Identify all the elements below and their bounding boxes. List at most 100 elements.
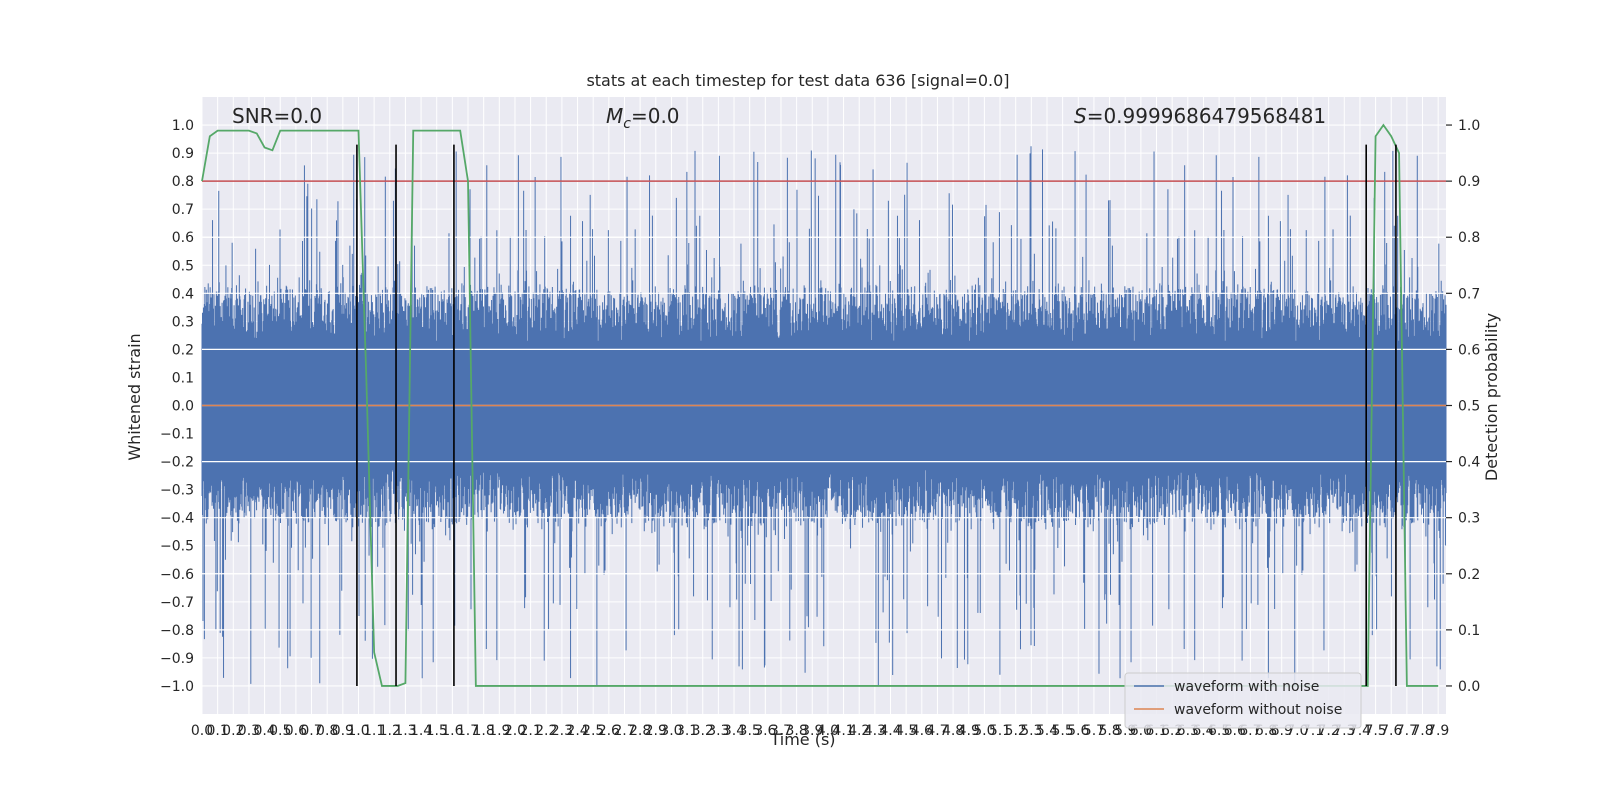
y-tick-label: 0.5 <box>172 258 194 274</box>
y-tick-label: 0.6 <box>172 230 194 246</box>
x-tick-label: 4.1 <box>832 723 854 739</box>
vertical-markers <box>356 144 1397 686</box>
y-tick-label: −0.6 <box>160 567 194 583</box>
y2-tick-label: 0.7 <box>1458 286 1480 302</box>
y-tick-label: −0.8 <box>160 623 194 639</box>
y-tick-label: 0.8 <box>172 174 194 190</box>
x-tick-label: 2.3 <box>551 723 573 739</box>
x-tick-label: 1.1 <box>363 723 385 739</box>
x-tick-label: 0.8 <box>316 723 338 739</box>
legend-label-noise: waveform with noise <box>1174 679 1319 695</box>
y-axis-label: Whitened strain <box>125 333 144 460</box>
x-tick-label: 3.3 <box>707 723 729 739</box>
x-tick-label: 5.1 <box>989 723 1011 739</box>
x-tick-label: 1.7 <box>457 723 479 739</box>
x-tick-label: 2.9 <box>645 723 667 739</box>
x-axis-label: Time (s) <box>769 730 835 749</box>
x-tick-label: 3.0 <box>660 723 682 739</box>
x-tick-label: 1.9 <box>488 723 510 739</box>
x-tick-label: 0.1 <box>207 723 229 739</box>
mc-symbol: M <box>606 104 623 128</box>
chirp-mass-annotation: Mc=0.0 <box>606 104 680 132</box>
x-tick-label: 7.6 <box>1380 723 1402 739</box>
x-tick-label: 3.8 <box>785 723 807 739</box>
x-tick-label: 2.7 <box>613 723 635 739</box>
x-tick-label: 3.4 <box>723 723 745 739</box>
mc-value: =0.0 <box>631 104 680 128</box>
x-tick-label: 7.8 <box>1411 723 1433 739</box>
x-tick-label: 4.7 <box>926 723 948 739</box>
y-tick-label: −1.0 <box>160 679 194 695</box>
y-tick-label: 0.4 <box>172 286 194 302</box>
mc-subscript: c <box>623 116 631 132</box>
x-tick-label: 0.6 <box>285 723 307 739</box>
y-tick-label: −0.9 <box>160 651 194 667</box>
x-tick-label: 0.9 <box>332 723 354 739</box>
x-tick-label: 1.4 <box>410 723 432 739</box>
x-tick-label: 2.8 <box>629 723 651 739</box>
y-tick-label: 0.3 <box>172 314 194 330</box>
chart-title: stats at each timestep for test data 636… <box>586 71 1009 90</box>
x-tick-label: 0.7 <box>300 723 322 739</box>
y2-axis-label: Detection probability <box>1482 313 1501 481</box>
x-tick-label: 1.2 <box>379 723 401 739</box>
snr-annotation: SNR=0.0 <box>232 104 322 128</box>
x-tick-label: 5.0 <box>973 723 995 739</box>
y2-tick-label: 0.9 <box>1458 174 1480 190</box>
y2-tick-label: 0.5 <box>1458 399 1480 415</box>
x-tick-label: 7.5 <box>1364 723 1386 739</box>
s-value: =0.9999686479568481 <box>1087 104 1326 128</box>
x-tick-label: 0.5 <box>269 723 291 739</box>
y-tick-label: −0.7 <box>160 595 194 611</box>
x-tick-label: 5.6 <box>1067 723 1089 739</box>
x-tick-label: 1.3 <box>394 723 416 739</box>
x-tick-label: 7.7 <box>1396 723 1418 739</box>
x-tick-label: 2.6 <box>598 723 620 739</box>
x-tick-label: 3.2 <box>692 723 714 739</box>
x-tick-label: 0.4 <box>253 723 275 739</box>
x-tick-label: 4.4 <box>879 723 901 739</box>
x-tick-label: 1.5 <box>426 723 448 739</box>
y-tick-label: 1.0 <box>172 118 194 134</box>
x-tick-label: 4.3 <box>864 723 886 739</box>
y2-tick-label: 0.8 <box>1458 230 1480 246</box>
x-tick-label: 2.1 <box>519 723 541 739</box>
y2-tick-label: 0.3 <box>1458 511 1480 527</box>
x-tick-label: 2.2 <box>535 723 557 739</box>
x-tick-label: 4.6 <box>911 723 933 739</box>
x-tick-label: 7.9 <box>1427 723 1449 739</box>
x-tick-label: 4.5 <box>895 723 917 739</box>
legend-box <box>1124 672 1362 729</box>
y-tick-label: 0.2 <box>172 342 194 358</box>
x-tick-label: 5.3 <box>1020 723 1042 739</box>
y2-tick-label: 0.2 <box>1458 567 1480 583</box>
x-tick-label: 4.8 <box>942 723 964 739</box>
y2-tick-label: 0.0 <box>1458 679 1480 695</box>
x-tick-label: 3.1 <box>676 723 698 739</box>
y2-tick-label: 0.1 <box>1458 623 1480 639</box>
y-tick-label: 0.0 <box>172 399 194 415</box>
y-tick-label: −0.4 <box>160 511 194 527</box>
x-tick-label: 3.5 <box>739 723 761 739</box>
legend: waveform with noise waveform without noi… <box>1124 672 1362 729</box>
score-annotation: S=0.9999686479568481 <box>1074 104 1326 128</box>
x-tick-label: 5.7 <box>1083 723 1105 739</box>
y-tick-label: 0.7 <box>172 202 194 218</box>
x-tick-label: 5.8 <box>1098 723 1120 739</box>
x-tick-label: 5.5 <box>1051 723 1073 739</box>
y2-tick-label: 0.6 <box>1458 342 1480 358</box>
x-tick-label: 3.7 <box>770 723 792 739</box>
x-tick-label: 0.0 <box>191 723 213 739</box>
x-tick-label: 3.9 <box>801 723 823 739</box>
y-tick-label: −0.5 <box>160 539 194 555</box>
y2-tick-label: 0.4 <box>1458 455 1480 471</box>
y2-axis-ticks: 1.0 0.9 0.8 0.7 0.6 0.5 0.4 0.3 0.2 0.1 0.0 <box>1446 118 1480 695</box>
x-tick-label: 5.2 <box>1005 723 1027 739</box>
y-tick-label: −0.1 <box>160 427 194 443</box>
x-tick-label: 1.0 <box>347 723 369 739</box>
x-tick-label: 0.2 <box>222 723 244 739</box>
y-axis-ticks: 1.0 0.9 0.8 0.7 0.6 0.5 0.4 0.3 0.2 0.1 0.0 −0.1 −0.… <box>160 118 194 695</box>
y-tick-label: 0.9 <box>172 146 194 162</box>
x-tick-label: 2.5 <box>582 723 604 739</box>
